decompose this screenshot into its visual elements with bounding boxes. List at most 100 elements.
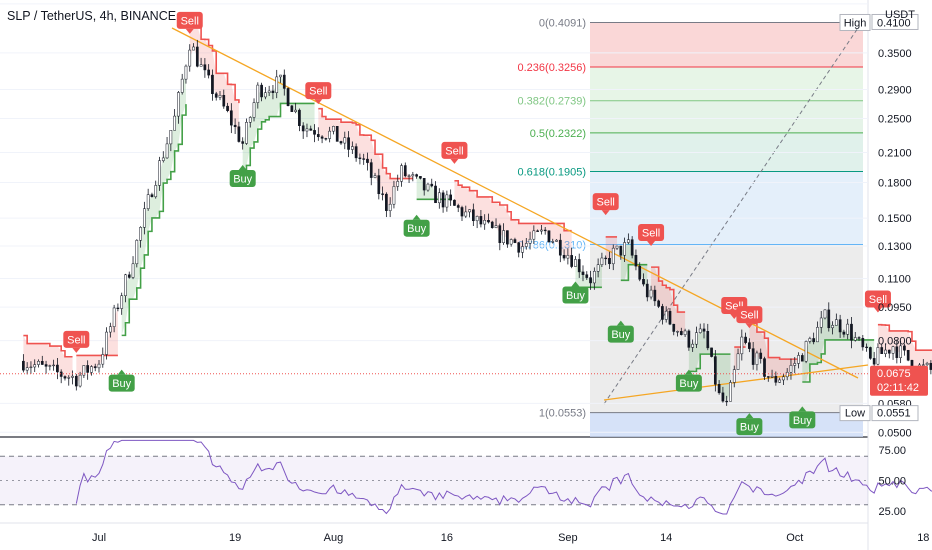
candle-body: [248, 117, 252, 123]
supertrend-fill: [749, 319, 799, 382]
candle-body: [683, 330, 687, 335]
signal-pointer: [450, 158, 459, 164]
chart-title: SLP / TetherUS, 4h, BINANCE: [7, 9, 176, 23]
supertrend-line: [651, 266, 686, 313]
candle-body: [649, 289, 653, 298]
candle-body: [570, 255, 574, 267]
fib-level-label: 0.618(0.1905): [518, 166, 587, 178]
projection-line: [603, 27, 859, 405]
candle-body: [702, 328, 706, 332]
candle-body: [97, 363, 101, 369]
signal-markers: Sell Buy Sell Buy Sell Buy Sell Buy Sell Buy Sell B…: [63, 11, 891, 436]
candle-body: [664, 310, 668, 320]
supertrend-fill: [76, 308, 118, 382]
candle-body: [778, 379, 781, 383]
candle-body: [381, 193, 384, 195]
candle-body: [804, 341, 808, 362]
candle-body: [687, 330, 691, 348]
candle-body: [40, 361, 44, 365]
candle-body: [483, 220, 487, 225]
signal-pointer: [745, 323, 754, 329]
candle-body: [29, 366, 33, 369]
candle-body: [78, 374, 82, 387]
candle-body: [305, 128, 309, 132]
candle-body: [437, 192, 441, 204]
candle-body: [260, 84, 263, 98]
candle-body: [434, 185, 437, 204]
candle-body: [691, 343, 695, 348]
time-tick-label: Oct: [786, 532, 803, 544]
time-tick-label: Sep: [558, 532, 578, 544]
candle-body: [146, 194, 150, 209]
sell-signal-badge: [864, 290, 891, 308]
candle-body: [717, 384, 721, 394]
candle-body: [71, 375, 74, 378]
supertrend-line: [454, 179, 572, 232]
candle-body: [366, 158, 369, 163]
candle-body: [82, 365, 86, 376]
supertrend-line: [802, 339, 875, 383]
price-axis[interactable]: 0.3500 0.2900 0.2500 0.2100 0.1800 0.1500 0.13…: [870, 13, 928, 439]
candle-body: [555, 239, 558, 242]
candle-body: [407, 175, 411, 177]
supertrend-line: [23, 334, 73, 358]
candle-body: [93, 366, 97, 369]
candle-body: [282, 74, 286, 89]
time-tick-label: Aug: [324, 532, 344, 544]
candle-body: [577, 259, 581, 273]
buy-signal-badge: [403, 219, 430, 237]
sell-signal-label: Sell: [597, 197, 615, 209]
candle-body: [369, 162, 373, 178]
candle-body: [415, 174, 418, 177]
buy-signal-badge: [736, 418, 763, 436]
fib-zone: [590, 412, 863, 437]
candle-body: [158, 160, 161, 186]
candle-body: [574, 259, 577, 267]
candle-body: [903, 345, 906, 351]
candle-body: [271, 90, 275, 94]
high-box: [839, 13, 871, 31]
price-tick-label: 0.2100: [878, 147, 912, 159]
candle-body: [218, 95, 222, 98]
candle-body: [233, 124, 237, 127]
candle-body: [657, 300, 660, 307]
buy-signal-label: Buy: [112, 378, 131, 390]
buy-signal-badge: [562, 286, 589, 304]
candle-body: [320, 136, 324, 139]
candle-body: [729, 382, 732, 402]
candle-body: [623, 242, 626, 256]
candle-body: [267, 90, 271, 93]
candle-body: [619, 245, 623, 256]
chart-gridlines: [0, 3, 868, 433]
candle-body: [842, 331, 846, 335]
candle-body: [350, 146, 354, 150]
candle-body: [755, 352, 759, 365]
candle-body: [154, 185, 158, 198]
candle-body: [309, 128, 313, 131]
time-axis[interactable]: Jul19Aug16Sep14Oct18Nov: [92, 532, 932, 544]
candle-body: [192, 46, 195, 51]
candle-body: [324, 138, 328, 140]
candle-body: [445, 194, 449, 208]
price-tick-label: 0.1500: [878, 213, 912, 225]
candle-body: [819, 317, 823, 328]
candle-body: [56, 364, 59, 373]
fib-level-label: 0.382(0.2739): [518, 96, 587, 108]
candle-body: [468, 209, 471, 213]
candle-body: [524, 243, 528, 247]
signal-pointer: [616, 320, 625, 326]
candle-body: [891, 346, 895, 354]
supertrend-fill: [688, 330, 731, 402]
candle-body: [173, 115, 176, 131]
candle-body: [921, 364, 925, 366]
candle-body: [385, 193, 388, 211]
candle-body: [256, 84, 260, 103]
supertrend-fill: [605, 236, 618, 261]
supertrend-fill: [416, 175, 451, 201]
candlestick-series: [0, 39, 932, 406]
candle-body: [494, 225, 498, 228]
rsi-tick-label: 75.00: [878, 445, 906, 457]
last-price-label: 0.0675: [877, 368, 911, 380]
sell-signal-label: Sell: [642, 228, 660, 240]
